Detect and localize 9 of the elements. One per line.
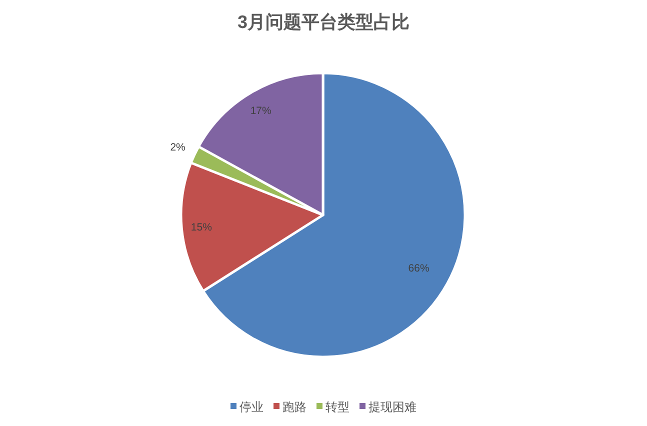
legend-label: 转型: [326, 400, 350, 414]
data-label: 15%: [190, 222, 212, 234]
data-label: 2%: [170, 142, 186, 154]
title: 3月问题平台类型占比: [238, 12, 410, 32]
data-label: 66%: [408, 262, 430, 275]
legend-label: 停业: [240, 400, 264, 414]
data-label: 17%: [250, 104, 272, 117]
legend-label: 跑路: [282, 400, 306, 414]
legend-label: 提现困难: [368, 400, 416, 414]
